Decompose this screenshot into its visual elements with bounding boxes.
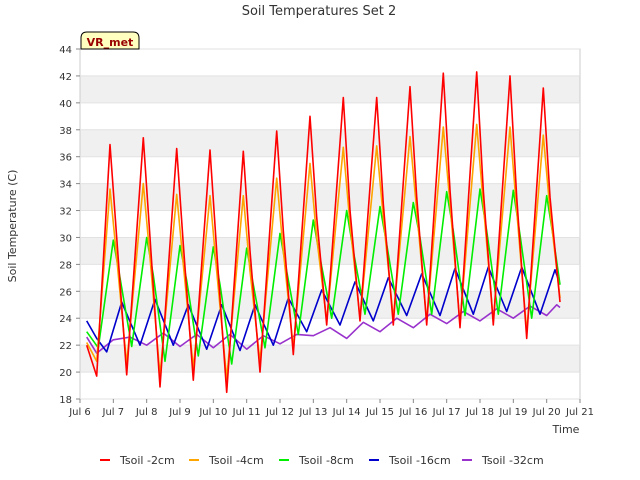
x-tick-label: Jul 11 — [232, 407, 261, 418]
grid-band — [80, 237, 580, 265]
legend: Tsoil -2cm Tsoil -4cm Tsoil -8cm Tsoil -16c… — [100, 454, 544, 467]
legend-label: Tsoil -4cm — [208, 454, 264, 467]
x-tick-label: Jul 17 — [432, 407, 461, 418]
x-axis-label: Time — [552, 423, 580, 436]
x-tick-label: Jul 15 — [365, 407, 394, 418]
x-tick-label: Jul 6 — [68, 407, 91, 418]
x-tick-label: Jul 18 — [465, 407, 494, 418]
y-tick-label: 38 — [59, 126, 72, 137]
y-axis-label: Soil Temperature (C) — [6, 170, 19, 283]
x-tick-label: Jul 14 — [332, 407, 361, 418]
grid-band — [80, 75, 580, 103]
badge-text: VR_met — [87, 36, 134, 49]
x-tick-label: Jul 7 — [102, 407, 125, 418]
y-tick-label: 22 — [59, 341, 72, 352]
x-tick-label: Jul 9 — [168, 407, 191, 418]
x-tick-label: Jul 13 — [298, 407, 327, 418]
grid-lines — [80, 48, 580, 400]
y-axis: 18 20 22 24 26 28 30 32 34 36 38 40 42 44 — [59, 45, 80, 406]
y-tick-label: 26 — [59, 287, 72, 298]
y-tick-label: 42 — [59, 72, 72, 83]
y-tick-label: 36 — [59, 153, 72, 164]
legend-label: Tsoil -16cm — [388, 454, 451, 467]
x-tick-label: Jul 10 — [198, 407, 227, 418]
y-tick-label: 24 — [59, 314, 72, 325]
legend-label: Tsoil -8cm — [298, 454, 354, 467]
grid-band — [80, 129, 580, 157]
x-tick-label: Jul 21 — [565, 407, 594, 418]
y-tick-label: 18 — [59, 395, 72, 406]
x-tick-label: Jul 19 — [498, 407, 527, 418]
y-tick-label: 34 — [59, 180, 72, 191]
x-axis: Jul 6 Jul 7 Jul 8 Jul 9 Jul 10 Jul 11 Jul 12 Ju… — [68, 399, 594, 418]
chart-title: Soil Temperatures Set 2 — [242, 4, 397, 19]
grid-band — [80, 345, 580, 373]
y-tick-label: 44 — [59, 45, 72, 56]
legend-label: Tsoil -32cm — [481, 454, 544, 467]
x-tick-label: Jul 8 — [135, 407, 158, 418]
vr-met-badge: VR_met — [80, 31, 140, 50]
legend-label: Tsoil -2cm — [119, 454, 175, 467]
series-lines — [85, 71, 561, 394]
y-tick-label: 28 — [59, 260, 72, 271]
y-tick-label: 40 — [59, 99, 72, 110]
y-tick-label: 20 — [59, 368, 72, 379]
grid-band — [80, 183, 580, 211]
x-tick-label: Jul 16 — [398, 407, 427, 418]
x-tick-label: Jul 12 — [265, 407, 294, 418]
y-tick-label: 30 — [59, 233, 72, 244]
grid-bands — [80, 75, 580, 373]
x-tick-label: Jul 20 — [532, 407, 561, 418]
series-line — [85, 71, 561, 394]
y-tick-label: 32 — [59, 207, 72, 218]
